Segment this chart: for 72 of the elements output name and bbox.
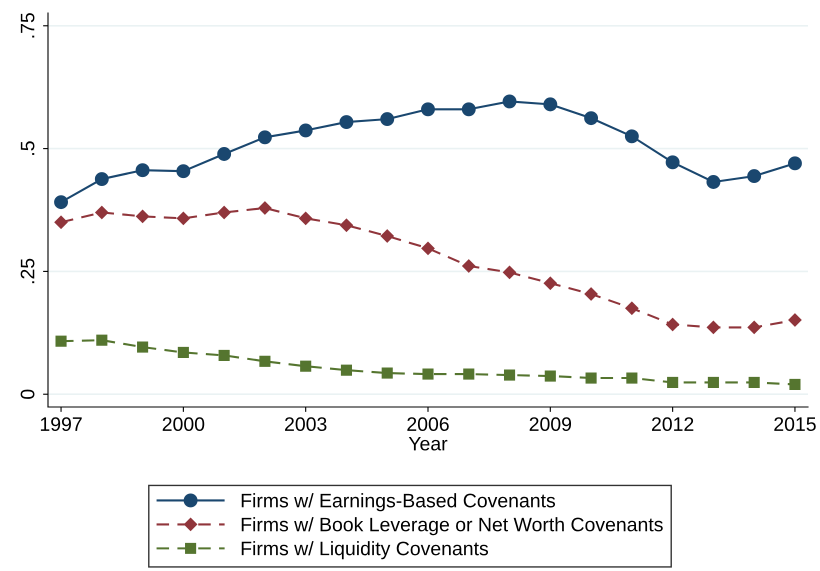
point: [624, 129, 639, 144]
x-axis-title: Year: [408, 436, 448, 451]
point: [258, 201, 272, 215]
point: [706, 175, 720, 189]
point: [299, 212, 312, 225]
point: [340, 218, 354, 232]
point: [502, 94, 516, 108]
point: [788, 156, 802, 170]
point: [54, 195, 68, 210]
point: [706, 320, 720, 334]
legend-label: Firms w/ Liquidity Covenants: [242, 541, 488, 560]
point: [666, 155, 680, 170]
point: [300, 360, 312, 372]
x-tick-label: 2009: [530, 417, 572, 432]
point: [382, 368, 393, 379]
point: [462, 102, 476, 116]
point: [95, 206, 108, 220]
point: [137, 342, 148, 353]
point: [94, 172, 109, 186]
point: [259, 356, 270, 367]
point: [380, 112, 394, 126]
y-tick-label: 0: [20, 390, 34, 399]
point: [586, 372, 597, 384]
x-tick-label: 2015: [774, 417, 816, 432]
point: [747, 169, 762, 184]
x-tick-label: 2012: [652, 417, 694, 432]
legend-label: Firms w/ Book Leverage or Net Worth Covenants: [242, 517, 663, 536]
point: [666, 318, 680, 332]
point: [421, 242, 435, 255]
point: [176, 212, 190, 225]
point: [748, 320, 761, 334]
point: [176, 164, 190, 178]
point: [178, 346, 189, 358]
y-tick-label: .5: [20, 141, 34, 155]
y-tick-label: .25: [20, 258, 34, 284]
point: [55, 336, 67, 347]
x-tick-label: 2000: [162, 417, 204, 432]
legend-label: Firms w/ Earnings-Based Covenants: [242, 493, 556, 512]
point: [789, 378, 801, 390]
point: [667, 376, 678, 388]
point: [340, 115, 354, 130]
y-tick-label: .75: [20, 13, 34, 38]
point: [626, 372, 638, 384]
point: [625, 302, 638, 315]
x-tick-label: 1997: [40, 417, 82, 432]
point: [218, 206, 231, 220]
point: [502, 266, 516, 279]
point: [136, 163, 150, 178]
point: [504, 370, 516, 381]
point: [421, 102, 435, 116]
point: [380, 229, 394, 243]
point: [96, 334, 108, 346]
point: [543, 97, 558, 112]
point: [462, 259, 476, 273]
point: [54, 216, 68, 229]
point: [218, 350, 230, 361]
x-tick-label: 2006: [407, 417, 449, 432]
point: [788, 313, 802, 327]
point: [258, 130, 272, 144]
point: [584, 111, 598, 126]
point: [298, 123, 313, 138]
point: [748, 376, 760, 388]
point: [136, 210, 150, 223]
point: [584, 287, 598, 301]
point: [217, 147, 232, 161]
point: [544, 276, 557, 290]
point: [340, 364, 352, 376]
point: [463, 368, 474, 380]
point: [422, 368, 434, 380]
point: [708, 376, 719, 388]
x-tick-label: 2003: [285, 417, 326, 432]
point: [544, 370, 556, 382]
